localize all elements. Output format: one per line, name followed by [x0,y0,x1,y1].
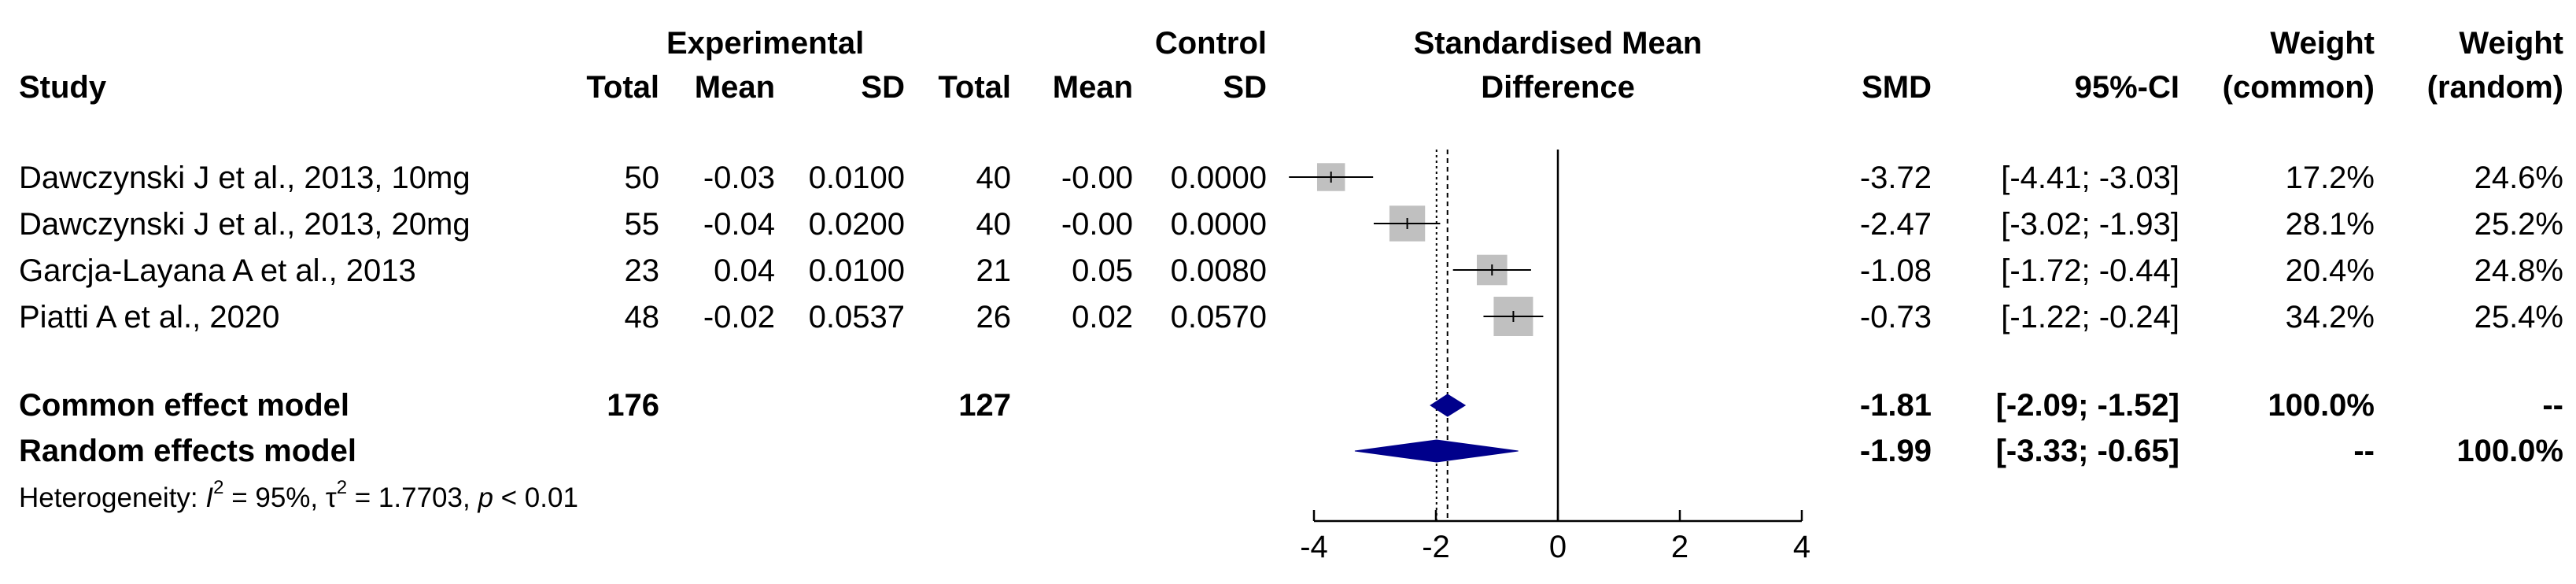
study-1-ci: [-4.41; -3.03] [2001,161,2179,195]
study-4-name: Piatti A et al., 2020 [19,300,280,335]
study-4-e-sd: 0.0537 [808,300,905,335]
study-2-w-common: 28.1% [2285,207,2375,242]
study-1-e-total: 50 [624,161,660,195]
study-4-e-total: 48 [624,300,660,335]
x-tick-label-4: 4 [1793,530,1810,564]
e-sd-header: SD [861,70,905,105]
study-4-w-common: 34.2% [2285,300,2375,335]
study-2-e-total: 55 [624,207,660,242]
study-2-w-random: 25.2% [2474,207,2563,242]
study-4-c-total: 26 [976,300,1012,335]
random-effect-diamond [1354,439,1519,463]
c-mean-header: Mean [1052,70,1133,105]
study-3-w-random: 24.8% [2474,253,2563,288]
study-4-w-random: 25.4% [2474,300,2563,335]
study-1-name: Dawczynski J et al., 2013, 10mg [19,161,471,195]
x-tick-label--4: -4 [1300,530,1328,564]
study-3-e-sd: 0.0100 [808,253,905,288]
common-c-total: 127 [958,388,1011,423]
study-4-ci: [-1.22; -0.24] [2001,300,2179,335]
ci-col-header: 95%-CI [2074,70,2179,105]
random-ci: [-3.33; -0.65] [1995,434,2179,468]
common-effect-diamond [1430,394,1467,417]
study-3-name: Garcја-Layana A et al., 2013 [19,253,416,288]
study-3-ci: [-1.72; -0.44] [2001,253,2179,288]
weight-random-header: Weight [2459,26,2563,61]
heterogeneity-text: Heterogeneity: I2 = 95%, τ2 = 1.7703, p … [19,477,578,513]
study-3-w-common: 20.4% [2285,253,2375,288]
random-model-label: Random effects model [19,434,356,468]
c-sd-header: SD [1223,70,1267,105]
common-smd: -1.81 [1859,388,1932,423]
e-total-header: Total [586,70,659,105]
study-1-smd: -3.72 [1859,161,1932,195]
common-model-label: Common effect model [19,388,350,423]
study-2-c-mean: -0.00 [1061,207,1133,242]
experimental-header: Experimental [666,26,865,61]
common-col-header: (common) [2222,70,2375,105]
common-weight-common: 100.0% [2268,388,2375,423]
smd-header-line2: Difference [1481,70,1635,105]
study-2-c-total: 40 [976,207,1012,242]
x-tick-label-2: 2 [1671,530,1688,564]
study-3-e-total: 23 [624,253,660,288]
study-4-smd: -0.73 [1859,300,1932,335]
study-1-c-total: 40 [976,161,1012,195]
x-tick-label--2: -2 [1422,530,1450,564]
c-total-header: Total [938,70,1011,105]
study-3-c-sd: 0.0080 [1170,253,1267,288]
study-1-c-sd: 0.0000 [1170,161,1267,195]
study-2-e-mean: -0.04 [703,207,775,242]
smd-col-header: SMD [1862,70,1932,105]
common-ci: [-2.09; -1.52] [1995,388,2179,423]
study-1-e-sd: 0.0100 [808,161,905,195]
study-1-w-common: 17.2% [2285,161,2375,195]
study-4-e-mean: -0.02 [703,300,775,335]
study-header: Study [19,70,107,105]
x-tick-label-0: 0 [1549,530,1567,564]
study-1-e-mean: -0.03 [703,161,775,195]
study-2-name: Dawczynski J et al., 2013, 20mg [19,207,471,242]
control-header: Control [1154,26,1267,61]
study-4-c-sd: 0.0570 [1170,300,1267,335]
study-2-ci: [-3.02; -1.93] [2001,207,2179,242]
study-3-smd: -1.08 [1859,253,1932,288]
study-3-c-total: 21 [976,253,1012,288]
study-1-w-random: 24.6% [2474,161,2563,195]
common-weight-random: -- [2542,388,2563,423]
study-3-c-mean: 0.05 [1072,253,1133,288]
study-2-smd: -2.47 [1859,207,1932,242]
smd-header-line1: Standardised Mean [1413,26,1703,61]
study-4-c-mean: 0.02 [1072,300,1133,335]
study-1-c-mean: -0.00 [1061,161,1133,195]
common-e-total: 176 [607,388,659,423]
study-2-c-sd: 0.0000 [1170,207,1267,242]
study-3-e-mean: 0.04 [714,253,775,288]
random-smd: -1.99 [1859,434,1932,468]
e-mean-header: Mean [694,70,775,105]
random-col-header: (random) [2427,70,2563,105]
random-weight-random: 100.0% [2456,434,2563,468]
random-weight-common: -- [2353,434,2375,468]
study-2-e-sd: 0.0200 [808,207,905,242]
weight-common-header: Weight [2270,26,2375,61]
